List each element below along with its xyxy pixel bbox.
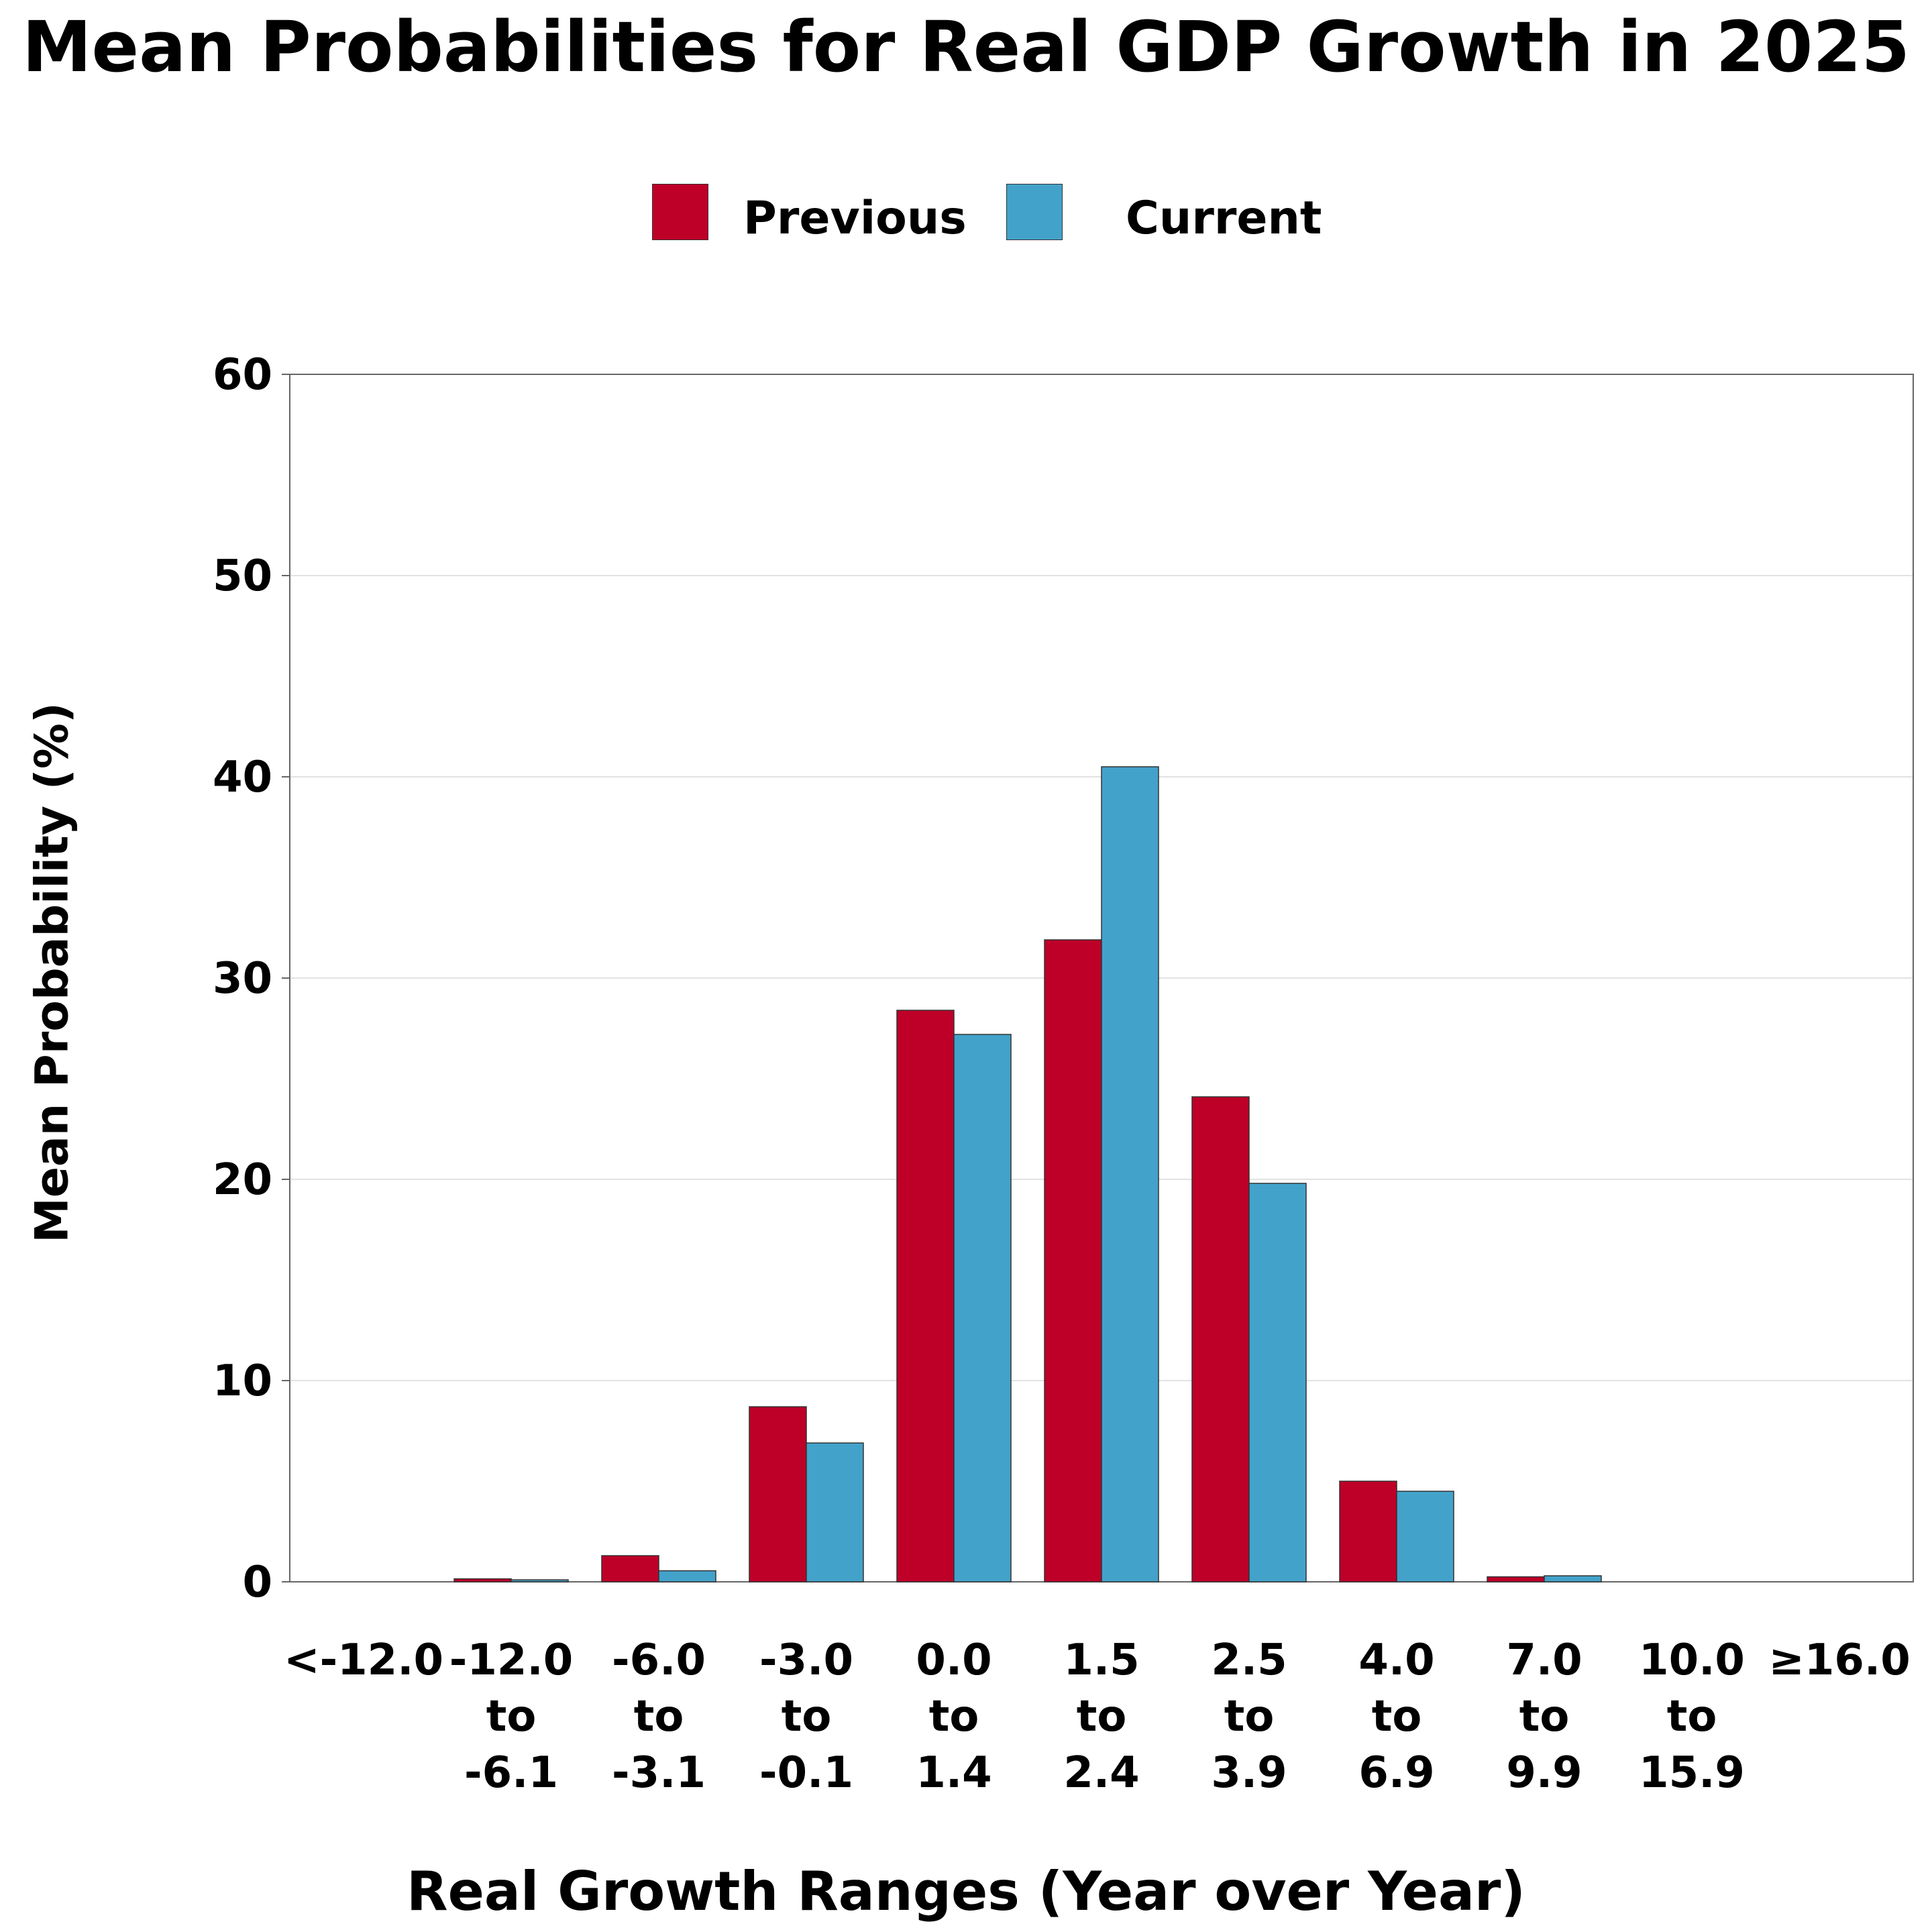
bar-previous [1487, 1576, 1545, 1582]
x-tick-label: 2.5 to 3.9 [1211, 1635, 1287, 1798]
bar-current [1101, 766, 1159, 1582]
x-tick-label: 1.5 to 2.4 [1063, 1635, 1139, 1798]
y-axis-title: Mean Probability (%) [25, 702, 79, 1243]
x-tick-label: -3.0 to -0.1 [759, 1635, 853, 1798]
bar-current [511, 1579, 569, 1582]
x-tick-label: -6.0 to -3.1 [612, 1635, 706, 1798]
x-tick-label: 4.0 to 6.9 [1358, 1635, 1434, 1798]
y-tick-label: 50 [213, 551, 272, 601]
bar-previous [1044, 939, 1102, 1582]
bar-current [806, 1442, 864, 1582]
x-tick-label: <-12.0 [284, 1635, 443, 1685]
chart-title: Mean Probabilities for Real GDP Growth i… [22, 6, 1910, 88]
legend-label-previous: Previous [743, 192, 967, 245]
y-tick-label: 20 [213, 1155, 272, 1205]
legend-label-current: Current [1126, 192, 1322, 245]
bar-previous [896, 1010, 955, 1582]
bar-previous [601, 1555, 659, 1582]
bar-previous [749, 1406, 807, 1582]
bar-current [1396, 1491, 1454, 1582]
bar-previous [1191, 1096, 1250, 1582]
y-tick-label: 30 [213, 954, 272, 1004]
bar-previous [1339, 1481, 1397, 1582]
x-axis-title: Real Growth Ranges (Year over Year) [407, 1860, 1525, 1923]
bar-previous [453, 1578, 512, 1582]
x-tick-label: -12.0 to -6.1 [449, 1635, 573, 1798]
bar-current [1248, 1183, 1307, 1582]
x-tick-label: 7.0 to 9.9 [1506, 1635, 1582, 1798]
x-tick-label: ≥16.0 [1768, 1635, 1911, 1685]
legend-swatch-previous [652, 184, 708, 240]
legend-swatch-current [1006, 184, 1063, 240]
bar-current [953, 1034, 1012, 1582]
legend: Previous Current [0, 180, 1932, 247]
bar-current [1544, 1575, 1602, 1582]
y-tick-label: 10 [213, 1356, 272, 1406]
bar-current [658, 1570, 716, 1582]
y-tick-label: 60 [213, 350, 272, 400]
x-tick-label: 10.0 to 15.9 [1639, 1635, 1745, 1798]
x-tick-label: 0.0 to 1.4 [916, 1635, 991, 1798]
y-tick-label: 0 [242, 1558, 272, 1607]
y-tick-label: 40 [213, 753, 272, 802]
